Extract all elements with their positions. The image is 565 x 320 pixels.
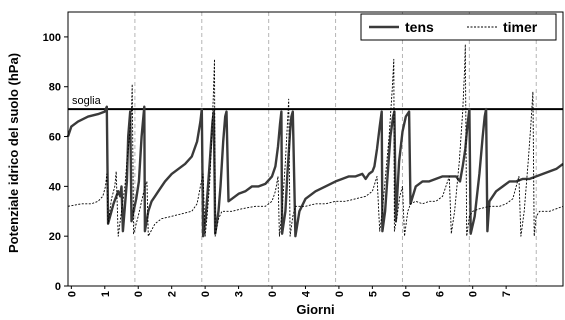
x-tick-label: 0: [66, 291, 78, 297]
plot-frame: [67, 11, 564, 287]
x-tick-label: 0: [468, 291, 480, 297]
y-tick-label: 60: [49, 132, 61, 144]
x-tick-label: 0: [401, 291, 413, 297]
y-axis-title: Potenziale idrico del suolo (hPa): [6, 53, 21, 253]
x-tick-label: 0: [267, 291, 279, 297]
y-tick-label: 40: [49, 181, 61, 193]
y-tick-label: 20: [49, 231, 61, 243]
y-tick-label: 80: [49, 82, 61, 94]
series-line-timer: [67, 43, 564, 237]
x-axis: 0 1 0 2 0 3 0 4 0 5 0 6 0 7: [66, 286, 513, 297]
x-tick-label: 5: [367, 291, 379, 297]
x-tick-label: 4: [300, 290, 312, 297]
series-line-tens: [66, 105, 564, 238]
series-lines: [66, 43, 564, 238]
x-tick-label: 0: [334, 291, 346, 297]
x-tick-label: 7: [501, 291, 513, 297]
x-tick-label: 1: [100, 291, 112, 297]
x-tick-label: 2: [167, 291, 179, 297]
x-tick-label: 0: [133, 291, 145, 297]
x-tick-label: 0: [200, 291, 212, 297]
legend-label-timer: timer: [503, 19, 538, 35]
legend: tens timer: [360, 13, 557, 41]
x-tick-label: 3: [234, 291, 246, 297]
y-axis: 0 20 40 60 80 100: [43, 32, 68, 293]
x-axis-title: Giorni: [296, 302, 334, 317]
x-tick-label: 6: [434, 291, 446, 297]
legend-label-tens: tens: [405, 19, 434, 35]
threshold-label: soglia: [72, 95, 102, 107]
threshold-group: soglia: [68, 95, 563, 111]
y-tick-label: 100: [43, 32, 61, 44]
y-tick-label: 0: [55, 281, 61, 293]
